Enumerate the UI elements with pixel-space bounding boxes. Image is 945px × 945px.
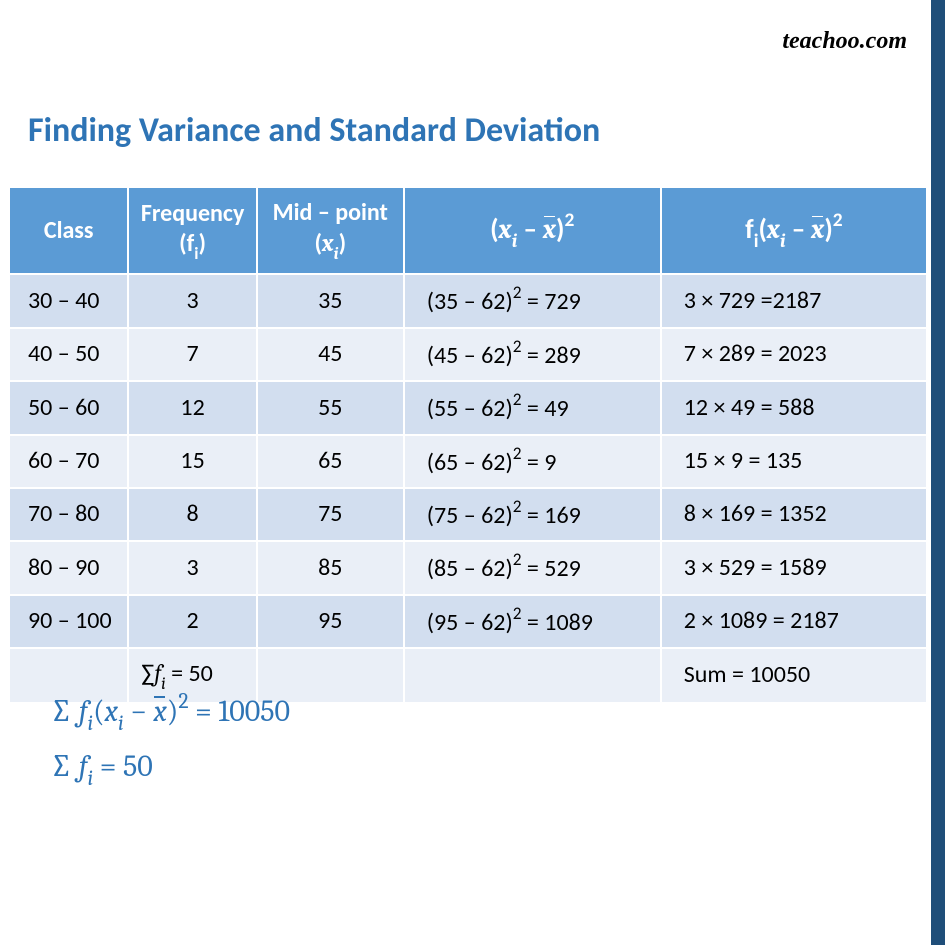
table-row: 40 – 50745(45 – 62)2 = 2897 × 289 = 2023 [9, 328, 927, 381]
table-row: 30 – 40335(35 – 62)2 = 7293 × 729 =2187 [9, 274, 927, 327]
cell-midpoint: 75 [257, 488, 404, 541]
right-accent-bar [931, 0, 945, 945]
col-header-dev-sq: (xi – x)2 [404, 187, 661, 274]
cell-f-dev-sq: 15 × 9 = 135 [661, 435, 927, 488]
cell-dev-sq: (95 – 62)2 = 1089 [404, 595, 661, 648]
cell-midpoint: 85 [257, 541, 404, 594]
footer-empty [404, 648, 661, 703]
cell-midpoint: 65 [257, 435, 404, 488]
footer-sum-total: Sum = 10050 [661, 648, 927, 703]
cell-frequency: 12 [128, 381, 257, 434]
cell-class: 90 – 100 [9, 595, 128, 648]
cell-frequency: 2 [128, 595, 257, 648]
cell-dev-sq: (75 – 62)2 = 169 [404, 488, 661, 541]
formula-sum-fi: ∑ fi = 50 [50, 748, 290, 789]
cell-class: 30 – 40 [9, 274, 128, 327]
col-header-class: Class [9, 187, 128, 274]
cell-dev-sq: (35 – 62)2 = 729 [404, 274, 661, 327]
cell-midpoint: 35 [257, 274, 404, 327]
cell-frequency: 7 [128, 328, 257, 381]
page-title: Finding Variance and Standard Deviation [28, 110, 600, 151]
cell-midpoint: 55 [257, 381, 404, 434]
cell-f-dev-sq: 8 × 169 = 1352 [661, 488, 927, 541]
col-header-midpoint: Mid – point (xi) [257, 187, 404, 274]
variance-table: Class Frequency (fi) Mid – point (xi) (x… [8, 186, 928, 704]
summary-formulas: ∑ fi(xi − x)2 = 10050 ∑ fi = 50 [50, 692, 290, 803]
cell-dev-sq: (45 – 62)2 = 289 [404, 328, 661, 381]
cell-class: 80 – 90 [9, 541, 128, 594]
cell-dev-sq: (65 – 62)2 = 9 [404, 435, 661, 488]
cell-class: 50 – 60 [9, 381, 128, 434]
table-row: 80 – 90385(85 – 62)2 = 5293 × 529 = 1589 [9, 541, 927, 594]
cell-f-dev-sq: 7 × 289 = 2023 [661, 328, 927, 381]
cell-f-dev-sq: 3 × 729 =2187 [661, 274, 927, 327]
cell-midpoint: 95 [257, 595, 404, 648]
cell-midpoint: 45 [257, 328, 404, 381]
formula-sum-fi-dev-sq: ∑ fi(xi − x)2 = 10050 [50, 692, 290, 734]
cell-class: 70 – 80 [9, 488, 128, 541]
cell-frequency: 15 [128, 435, 257, 488]
table-row: 60 – 701565(65 – 62)2 = 915 × 9 = 135 [9, 435, 927, 488]
col-header-frequency: Frequency (fi) [128, 187, 257, 274]
cell-frequency: 3 [128, 541, 257, 594]
table-row: 50 – 601255(55 – 62)2 = 4912 × 49 = 588 [9, 381, 927, 434]
cell-f-dev-sq: 2 × 1089 = 2187 [661, 595, 927, 648]
cell-class: 40 – 50 [9, 328, 128, 381]
cell-frequency: 3 [128, 274, 257, 327]
cell-dev-sq: (85 – 62)2 = 529 [404, 541, 661, 594]
table-row: 90 – 100295(95 – 62)2 = 10892 × 1089 = 2… [9, 595, 927, 648]
cell-f-dev-sq: 3 × 529 = 1589 [661, 541, 927, 594]
table-row: 70 – 80875(75 – 62)2 = 1698 × 169 = 1352 [9, 488, 927, 541]
cell-class: 60 – 70 [9, 435, 128, 488]
watermark: teachoo.com [782, 28, 907, 55]
cell-f-dev-sq: 12 × 49 = 588 [661, 381, 927, 434]
table-header-row: Class Frequency (fi) Mid – point (xi) (x… [9, 187, 927, 274]
cell-dev-sq: (55 – 62)2 = 49 [404, 381, 661, 434]
cell-frequency: 8 [128, 488, 257, 541]
col-header-f-dev-sq: fi(xi – x)2 [661, 187, 927, 274]
